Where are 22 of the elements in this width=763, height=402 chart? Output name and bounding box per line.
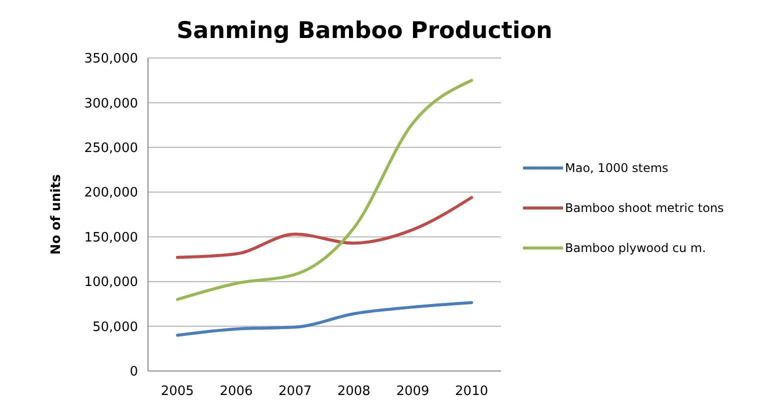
y-tick-label: 0: [130, 364, 138, 380]
chart-title: Sanming Bamboo Production: [176, 18, 552, 44]
y-tick-label: 350,000: [84, 52, 138, 67]
y-tick-label: 300,000: [84, 96, 138, 112]
x-tick-label: 2005: [160, 384, 194, 399]
line-series: [176, 78, 474, 301]
y-tick-label: 100,000: [84, 275, 138, 290]
x-tick-label: 2007: [278, 384, 312, 399]
x-tick-label: 2006: [220, 384, 253, 399]
y-tick-label: 50,000: [92, 320, 138, 335]
line-series: [176, 301, 474, 337]
x-tick-label: 2010: [455, 384, 488, 399]
y-tick-label: 150,000: [84, 230, 138, 246]
y-tick-label: 250,000: [84, 140, 138, 156]
legend-label: Mao, 1000 stems: [565, 161, 668, 176]
y-axis-title: No of units: [49, 174, 64, 255]
x-tick-label: 2008: [337, 384, 370, 399]
legend-label: Bamboo shoot metric tons: [565, 201, 724, 216]
line-series: [176, 196, 474, 259]
legend-label: Bamboo plywood cu m.: [565, 241, 706, 256]
y-tick-label: 200,000: [84, 186, 138, 201]
x-tick-label: 2009: [396, 384, 430, 399]
